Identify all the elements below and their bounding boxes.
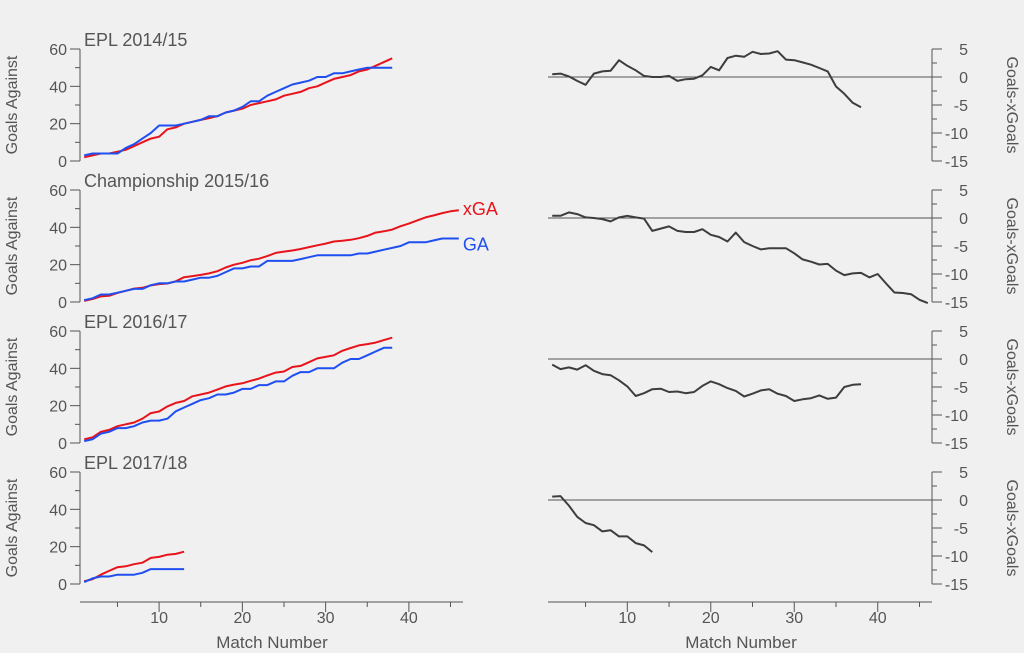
left-x-tick-label: 30	[317, 610, 335, 627]
right-y-tick-label: 5	[959, 183, 968, 200]
right-y-tick-label: -5	[954, 98, 968, 115]
left-x-tick-label: 20	[233, 610, 251, 627]
ga-series-line	[83, 568, 185, 584]
left-y-axis-label: Goals Against	[4, 337, 21, 436]
left-y-tick-label: 20	[49, 540, 67, 557]
left-x-tick-label: 10	[150, 610, 168, 627]
panel-title: Championship 2015/16	[84, 171, 269, 191]
x-axis-label-right: Match Number	[685, 633, 797, 652]
panel-title: EPL 2017/18	[84, 453, 187, 473]
right-y-tick-label: 5	[959, 324, 968, 341]
right-y-tick-label: -5	[954, 239, 968, 256]
right-y-axis-label: Goals-xGoals	[1003, 480, 1020, 577]
left-y-tick-label: 60	[49, 324, 67, 341]
left-y-tick-label: 20	[49, 399, 67, 416]
ga-series-line	[83, 66, 393, 157]
right-y-tick-label: -5	[954, 380, 968, 397]
left-y-tick-label: 60	[49, 42, 67, 59]
right-y-tick-label: -15	[945, 436, 968, 453]
right-x-tick-label: 40	[869, 610, 887, 627]
right-y-axis-label: Goals-xGoals	[1003, 198, 1020, 295]
xga-series-line	[83, 550, 185, 583]
right-y-tick-label: -5	[954, 521, 968, 538]
panel-3: 0 20 40 60 Goals Against EPL 2016/17 5 0 -5 -10 -1…	[4, 312, 1020, 453]
panel-title: EPL 2016/17	[84, 312, 187, 332]
ga-series-line	[83, 237, 459, 302]
left-y-tick-label: 0	[58, 295, 67, 312]
right-y-tick-label: -15	[945, 577, 968, 594]
right-y-tick-label: -10	[945, 408, 968, 425]
right-x-tick-label: 10	[618, 610, 636, 627]
legend-xga: xGA	[463, 199, 498, 219]
right-y-tick-label: -15	[945, 295, 968, 312]
right-y-tick-label: -10	[945, 267, 968, 284]
goals-minus-xgoals-line	[552, 211, 929, 305]
right-x-tick-label: 20	[702, 610, 720, 627]
panel-1: 0 20 40 60 Goals Against EPL 2014/15 5 0 -5 -10 -1…	[4, 30, 1020, 171]
panel-title: EPL 2014/15	[84, 30, 187, 50]
ga-series-line	[83, 346, 393, 443]
left-y-tick-label: 40	[49, 361, 67, 378]
right-x-tick-label: 30	[785, 610, 803, 627]
panel-2: 0 20 40 60 Goals Against Championship 2015/16…	[4, 171, 1020, 312]
left-y-tick-label: 20	[49, 117, 67, 134]
right-y-axis-label: Goals-xGoals	[1003, 57, 1020, 154]
left-y-tick-label: 60	[49, 183, 67, 200]
xga-series-line	[83, 336, 393, 441]
left-y-tick-label: 0	[58, 154, 67, 171]
left-y-tick-label: 40	[49, 502, 67, 519]
right-y-tick-label: 0	[959, 352, 968, 369]
legend-ga: GA	[463, 235, 489, 255]
left-y-axis-label: Goals Against	[4, 478, 21, 577]
right-y-tick-label: 5	[959, 465, 968, 482]
left-y-tick-label: 60	[49, 465, 67, 482]
right-y-tick-label: 5	[959, 42, 968, 59]
right-y-tick-label: 0	[959, 493, 968, 510]
goals-minus-xgoals-line	[551, 363, 862, 402]
right-y-tick-label: 0	[959, 70, 968, 87]
left-x-tick-label: 40	[400, 610, 418, 627]
left-y-axis-label: Goals Against	[4, 196, 21, 295]
left-y-tick-label: 40	[49, 220, 67, 237]
goals-minus-xgoals-line	[552, 495, 653, 553]
x-axis-label-left: Match Number	[216, 633, 328, 652]
x-axes: 10 20 30 40 10 20 30 40	[80, 601, 932, 627]
right-y-tick-label: -10	[945, 126, 968, 143]
right-y-tick-label: -10	[945, 549, 968, 566]
left-y-axis-label: Goals Against	[4, 55, 21, 154]
left-y-tick-label: 0	[58, 436, 67, 453]
left-y-tick-label: 20	[49, 258, 67, 275]
xga-series-line	[83, 209, 459, 302]
right-y-axis-label: Goals-xGoals	[1003, 339, 1020, 436]
right-y-tick-label: 0	[959, 211, 968, 228]
panel-4: 0 20 40 60 Goals Against EPL 2017/18 5 0 -5 -10 -1…	[4, 453, 1020, 594]
left-y-tick-label: 0	[58, 577, 67, 594]
right-y-tick-label: -15	[945, 154, 968, 171]
left-y-tick-label: 40	[49, 79, 67, 96]
goals-minus-xgoals-line	[552, 50, 862, 109]
